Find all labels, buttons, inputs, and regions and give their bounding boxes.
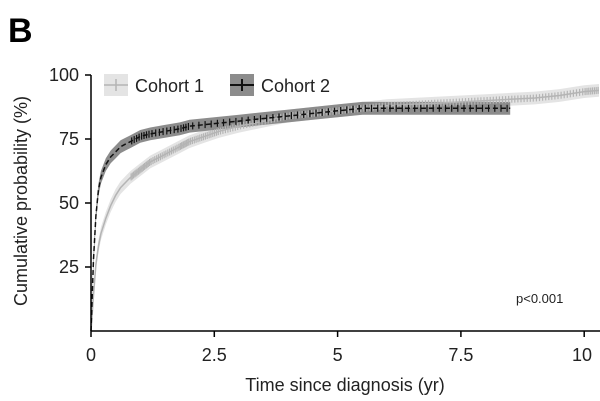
legend-label-cohort-1: Cohort 1 bbox=[135, 76, 204, 96]
legend-item-cohort-1: Cohort 1 bbox=[104, 74, 204, 96]
axis-ticks: 0 2.5 5 7.5 10 25 50 75 100 bbox=[49, 65, 592, 365]
legend-label-cohort-2: Cohort 2 bbox=[261, 76, 330, 96]
x-tick-label: 2.5 bbox=[202, 345, 227, 365]
y-tick-label: 75 bbox=[59, 129, 79, 149]
x-tick-label: 7.5 bbox=[448, 345, 473, 365]
series-lines bbox=[90, 86, 600, 332]
y-tick-label: 100 bbox=[49, 65, 79, 85]
p-value-annotation: p<0.001 bbox=[516, 291, 563, 306]
legend-item-cohort-2: Cohort 2 bbox=[230, 74, 330, 96]
x-tick-label: 5 bbox=[333, 345, 343, 365]
ci-band-cohort-2 bbox=[91, 101, 511, 332]
series-line-cohort-1 bbox=[90, 89, 600, 332]
y-axis-label: Cumulative probability (%) bbox=[11, 96, 31, 306]
series-line-cohort-2 bbox=[90, 107, 511, 332]
panel-label: B bbox=[8, 12, 33, 50]
legend: Cohort 1 Cohort 2 bbox=[104, 74, 330, 96]
y-tick-label: 50 bbox=[59, 193, 79, 213]
y-tick-label: 25 bbox=[59, 257, 79, 277]
x-axis-label: Time since diagnosis (yr) bbox=[245, 375, 444, 395]
x-tick-label: 0 bbox=[86, 345, 96, 365]
x-tick-label: 10 bbox=[572, 345, 592, 365]
